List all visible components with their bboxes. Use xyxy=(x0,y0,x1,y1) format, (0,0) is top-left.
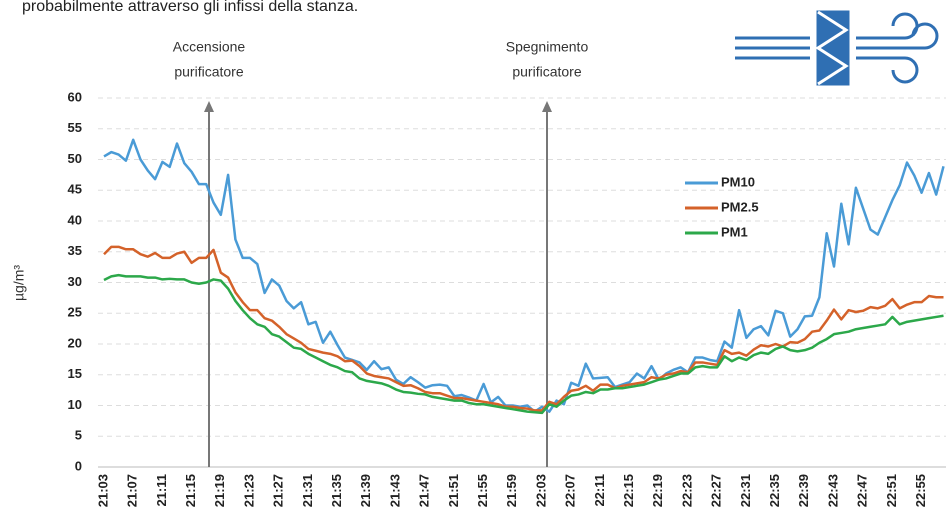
x-tick-label: 22:27 xyxy=(709,474,724,507)
x-tick-label: 21:59 xyxy=(504,474,519,507)
y-tick-label: 45 xyxy=(68,182,82,197)
x-tick-label: 22:03 xyxy=(533,474,548,507)
y-axis-label: µg/m³ xyxy=(11,265,27,301)
arrow-head xyxy=(204,101,214,112)
y-tick-label: 20 xyxy=(68,335,82,350)
legend-label: PM2.5 xyxy=(721,199,759,214)
x-tick-label: 22:55 xyxy=(913,474,928,507)
arrow-head xyxy=(542,101,552,112)
x-tick-label: 22:47 xyxy=(855,474,870,507)
x-tick-label: 22:39 xyxy=(796,474,811,507)
x-tick-label: 21:31 xyxy=(300,474,315,507)
x-tick-label: 22:11 xyxy=(592,474,607,507)
legend-label: PM10 xyxy=(721,174,755,189)
series-line xyxy=(103,245,944,412)
annotation-text: Accensione xyxy=(173,39,246,55)
x-tick-label: 22:35 xyxy=(767,474,782,507)
window-icon xyxy=(735,10,939,86)
series-line xyxy=(103,273,944,415)
x-tick-label: 21:27 xyxy=(271,474,286,507)
x-tick-label: 21:23 xyxy=(241,474,256,507)
legend-label: PM1 xyxy=(721,224,748,239)
x-tick-label: 21:15 xyxy=(183,474,198,507)
x-tick-label: 22:19 xyxy=(650,474,665,507)
series-line xyxy=(103,138,945,413)
y-tick-label: 60 xyxy=(68,89,82,104)
y-tick-label: 35 xyxy=(68,243,82,258)
x-tick-label: 21:35 xyxy=(329,474,344,507)
x-tick-label: 21:11 xyxy=(154,474,169,507)
x-tick-label: 22:51 xyxy=(884,474,899,507)
x-tick-label: 21:55 xyxy=(475,474,490,507)
x-tick-label: 21:39 xyxy=(358,474,373,507)
x-tick-label: 22:31 xyxy=(738,474,753,507)
y-tick-label: 25 xyxy=(68,305,82,320)
annotation-text: purificatore xyxy=(512,64,581,80)
x-tick-label: 21:43 xyxy=(387,474,402,507)
x-tick-label: 21:03 xyxy=(95,474,110,507)
y-tick-label: 0 xyxy=(75,458,82,473)
x-tick-label: 22:15 xyxy=(621,474,636,507)
annotation-text: Spegnimento xyxy=(506,39,589,55)
x-tick-label: 22:43 xyxy=(825,474,840,507)
top-text: probabilmente attraverso gli infissi del… xyxy=(22,0,358,15)
x-tick-label: 22:23 xyxy=(679,474,694,507)
y-tick-label: 40 xyxy=(68,212,82,227)
x-tick-label: 21:47 xyxy=(417,474,432,507)
x-tick-label: 21:51 xyxy=(446,474,461,507)
y-tick-label: 15 xyxy=(68,366,82,381)
annotation-text: purificatore xyxy=(174,64,243,80)
y-tick-label: 5 xyxy=(75,428,82,443)
y-tick-label: 50 xyxy=(68,151,82,166)
x-tick-label: 21:19 xyxy=(212,474,227,507)
y-tick-label: 10 xyxy=(68,397,82,412)
y-tick-label: 30 xyxy=(68,274,82,289)
y-tick-label: 55 xyxy=(68,120,82,135)
x-tick-label: 21:07 xyxy=(125,474,140,507)
x-tick-label: 22:07 xyxy=(563,474,578,507)
